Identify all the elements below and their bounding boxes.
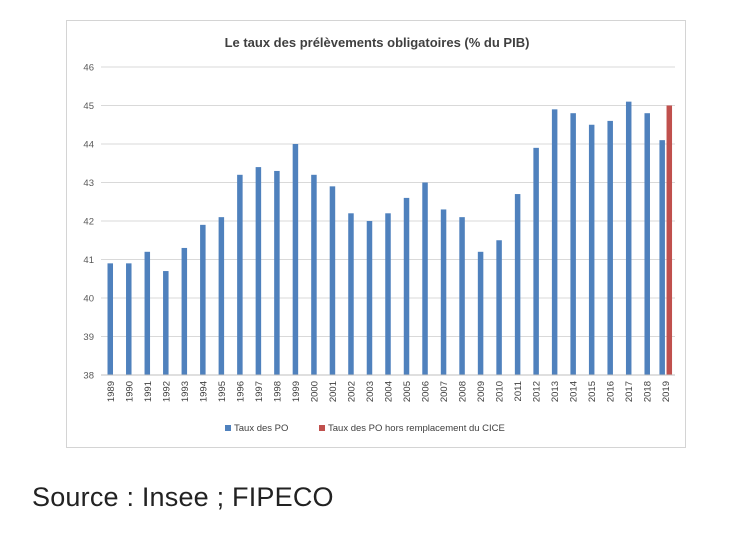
bar-chart: Le taux des prélèvements obligatoires (%… (83, 35, 675, 434)
legend: Taux des PO Taux des PO hors remplacement… (225, 423, 505, 434)
x-tick-label: 1989 (106, 381, 117, 402)
bar-2013 (551, 109, 558, 375)
bar-2015 (588, 124, 595, 375)
bar-2000 (311, 174, 317, 375)
bar-2009 (477, 251, 484, 375)
bar-1996 (237, 174, 243, 375)
x-tick-label: 2008 (458, 381, 469, 402)
bar-1991 (144, 251, 151, 375)
y-tick-label: 45 (83, 101, 94, 112)
bars (107, 101, 673, 376)
x-tick-label: 2000 (309, 381, 320, 402)
chart-title: Le taux des prélèvements obligatoires (%… (225, 35, 530, 50)
x-tick-label: 1998 (272, 381, 283, 402)
y-tick-label: 41 (83, 255, 94, 266)
y-tick-label: 46 (83, 63, 94, 74)
x-tick-label: 2014 (569, 381, 580, 402)
x-tick-label: 2010 (495, 381, 506, 402)
bar-1998 (274, 170, 280, 375)
x-axis-ticks: 1989 1990 1991 1992 1993 1994 1995 1996 1997 1998… (106, 381, 672, 402)
bar-2006 (422, 182, 428, 375)
bar-1997 (255, 167, 262, 375)
bar-1999 (292, 144, 299, 375)
y-tick-label: 40 (83, 294, 94, 305)
x-tick-label: 2004 (384, 381, 395, 402)
x-tick-label: 2001 (328, 381, 339, 402)
bar-1995 (218, 217, 225, 375)
bar-2007 (440, 209, 447, 375)
x-tick-label: 1993 (180, 381, 191, 402)
x-tick-label: 2007 (439, 381, 450, 402)
bar-2002 (348, 213, 354, 375)
bar-1994 (200, 224, 206, 375)
x-tick-label: 1992 (161, 381, 172, 402)
bar-2001 (329, 186, 336, 375)
legend-label: Taux des PO hors remplacement du CICE (328, 423, 505, 434)
bar-2005 (403, 197, 410, 375)
source-caption: Source : Insee ; FIPECO (32, 482, 334, 512)
x-tick-label: 2013 (550, 381, 561, 402)
bar-2012 (533, 147, 539, 375)
x-tick-label: 2003 (365, 381, 376, 402)
legend-swatch (225, 425, 231, 431)
bar-2008 (459, 217, 465, 375)
bar-2003 (366, 221, 373, 375)
bar-2011 (514, 194, 521, 375)
x-tick-label: 1996 (235, 381, 246, 402)
x-tick-label: 1991 (143, 381, 154, 402)
y-axis-ticks: 38 39 40 41 42 43 44 45 46 (83, 63, 94, 382)
bar-2016 (607, 120, 613, 376)
bar-2018 (644, 113, 650, 375)
x-tick-label: 2016 (606, 381, 617, 402)
bar-2017 (625, 101, 632, 376)
y-tick-label: 44 (83, 140, 94, 151)
x-tick-label: 2012 (532, 381, 543, 402)
bar-2010 (496, 240, 502, 375)
x-tick-label: 1990 (124, 381, 135, 402)
x-tick-label: 2011 (513, 381, 524, 401)
x-tick-label: 2019 (661, 381, 672, 402)
x-tick-label: 2005 (402, 381, 413, 402)
x-tick-label: 2018 (643, 381, 654, 402)
y-tick-label: 42 (83, 217, 94, 228)
x-tick-label: 1994 (198, 381, 209, 402)
x-tick-label: 1999 (291, 381, 302, 402)
bar-1993 (181, 247, 188, 375)
legend-label: Taux des PO (234, 423, 288, 434)
bar-2014 (570, 113, 576, 375)
x-tick-label: 2015 (587, 381, 598, 402)
legend-swatch (319, 425, 325, 431)
y-tick-label: 38 (83, 371, 94, 382)
x-tick-label: 2002 (346, 381, 357, 402)
bar-2004 (385, 213, 391, 375)
bar-1990 (126, 263, 132, 375)
y-tick-label: 39 (83, 332, 94, 343)
bar-2019-hors-cice (666, 105, 673, 375)
x-tick-label: 1997 (254, 381, 265, 402)
x-tick-label: 2017 (624, 381, 635, 402)
x-tick-label: 1995 (217, 381, 228, 402)
y-tick-label: 43 (83, 178, 94, 189)
x-tick-label: 2006 (421, 381, 432, 402)
x-tick-label: 2009 (476, 381, 487, 402)
bar-1992 (163, 271, 169, 375)
chart-frame: Le taux des prélèvements obligatoires (%… (66, 20, 686, 448)
bar-1989 (107, 263, 114, 375)
bar-2019 (659, 140, 665, 375)
